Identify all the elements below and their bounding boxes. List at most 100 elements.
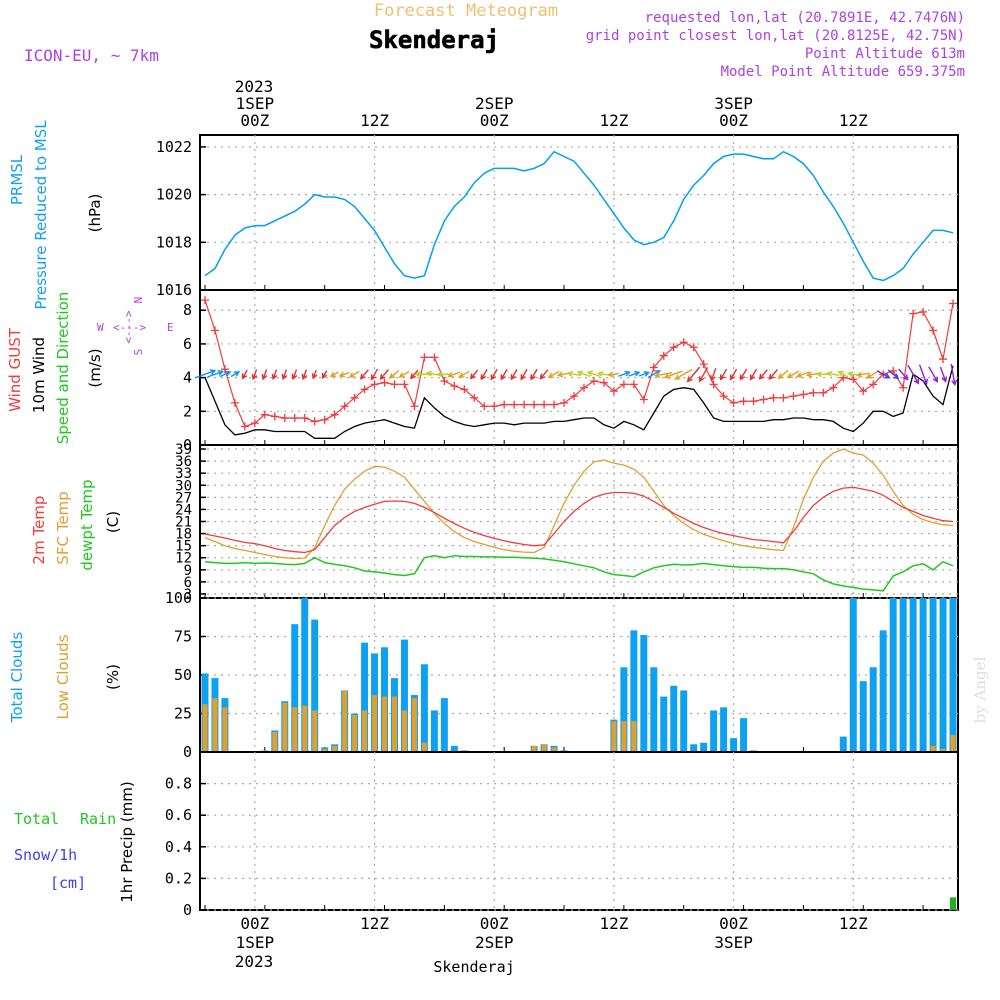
gust-marker — [929, 326, 938, 335]
low-cloud-bar — [411, 698, 417, 752]
wind-direction-arrow — [719, 368, 728, 381]
wind-direction-arrow — [530, 368, 538, 381]
gust-marker — [220, 365, 229, 374]
low-cloud-bar — [332, 745, 338, 752]
y-tick-label: 27 — [175, 490, 192, 506]
gust-marker — [210, 326, 219, 335]
temp-2m-label: 2m Temp — [30, 496, 48, 565]
wind-direction-arrow — [410, 369, 419, 380]
low-cloud-bar — [611, 721, 617, 752]
y-tick-label: 0.4 — [165, 838, 192, 856]
compass-horizontal-arrow: <---> — [113, 321, 146, 334]
precip-frame — [199, 751, 959, 911]
low-cloud-bar — [631, 721, 637, 752]
bottom-year: 2023 — [235, 952, 274, 971]
wind-direction-arrow — [898, 368, 909, 381]
total-cloud-bar — [889, 598, 897, 752]
gust-marker — [300, 414, 309, 423]
low-cloud-bar — [362, 710, 368, 752]
gust-marker — [729, 398, 738, 407]
pressure-frame — [199, 134, 959, 291]
wind-direction-arrow — [566, 370, 581, 377]
y-tick-label: 25 — [174, 705, 192, 723]
y-tick-label: 0.2 — [165, 869, 192, 887]
gust-marker — [460, 385, 469, 394]
wind-direction-arrow — [500, 368, 508, 381]
gust-marker — [340, 402, 349, 411]
gust-marker — [689, 343, 698, 352]
wind-direction-arrow — [311, 370, 318, 380]
bottom-date-label: 2SEP — [475, 933, 514, 952]
gust-marker — [719, 392, 728, 401]
wind-speed-dir-label: Speed and Direction — [54, 292, 72, 445]
compass-legend: W <---> E <---> N S — [97, 297, 174, 356]
footer-location: Skenderaj — [433, 958, 514, 976]
total-cloud-bar — [849, 598, 857, 752]
gust-marker — [759, 395, 768, 404]
temperature-grid — [200, 445, 958, 598]
gust-marker — [949, 299, 958, 308]
gust-marker — [570, 392, 579, 401]
low-cloud-bar — [950, 735, 956, 752]
wind-direction-arrow — [777, 369, 789, 380]
gust-marker — [939, 355, 948, 364]
y-tick-label: 1018 — [156, 233, 192, 251]
top-hour-label: 12Z — [360, 111, 389, 130]
wind-direction-arrow — [469, 369, 479, 380]
wind-direction-arrow — [628, 370, 641, 377]
wind-direction-arrow — [786, 370, 800, 379]
gust-marker — [400, 380, 409, 389]
temp-sfc-label: SFC Temp — [54, 491, 72, 564]
gust-marker — [540, 400, 549, 409]
pressure-grid — [200, 135, 958, 291]
gust-marker — [200, 296, 209, 305]
y-tick-label: 75 — [174, 628, 192, 646]
wind-direction-arrow — [847, 371, 859, 378]
wind-direction-arrow — [261, 369, 268, 381]
wind-direction-arrow — [241, 369, 248, 380]
top-date-label: 1SEP — [236, 94, 275, 113]
total-cloud-bar — [440, 698, 448, 752]
y-tick-label: 6 — [184, 575, 192, 591]
wind-direction-arrow — [586, 370, 601, 378]
low-cloud-bar — [302, 705, 308, 752]
gust-marker — [739, 397, 748, 406]
wind-speed-line — [204, 365, 954, 439]
wind-direction-arrow — [271, 369, 278, 381]
wind-direction-arrow — [739, 368, 748, 381]
snow-unit-label: [cm] — [50, 874, 86, 892]
gust-marker — [799, 390, 808, 399]
low-cloud-bar — [312, 710, 318, 752]
gust-marker — [849, 375, 858, 384]
gust-marker — [899, 383, 908, 392]
wind-direction-arrow — [379, 369, 389, 381]
low-cloud-bar — [352, 715, 358, 752]
gust-marker — [420, 353, 429, 362]
wind-direction-arrow — [490, 368, 498, 381]
wind-plot — [194, 296, 958, 439]
sfc-temp-line — [204, 448, 954, 560]
total-clouds-label: Total Clouds — [8, 632, 26, 724]
wind-direction-arrow — [674, 368, 693, 380]
total-rain-label: Total — [14, 810, 59, 828]
wind-direction-arrow — [370, 368, 379, 381]
gust-marker — [709, 380, 718, 389]
wind-direction-arrow — [219, 370, 232, 378]
low-cloud-bar — [531, 745, 537, 752]
precip-plot — [950, 897, 957, 910]
wind-direction-arrow — [576, 370, 591, 378]
total-cloud-bar — [740, 718, 748, 752]
rain-bar — [950, 897, 957, 910]
total-cloud-bar — [301, 598, 309, 752]
gust-marker — [440, 376, 449, 385]
model-label: ICON-EU, ~ 7km — [24, 46, 159, 65]
compass-vertical-arrow: <---> — [122, 310, 135, 343]
low-cloud-bar — [212, 698, 218, 752]
low-cloud-bar — [372, 695, 378, 752]
grid-point-coords: grid point closest lon,lat (20.8125E, 42… — [586, 28, 965, 44]
total-cloud-bar — [899, 598, 907, 752]
gust-marker — [480, 402, 489, 411]
gust-marker — [390, 380, 399, 389]
